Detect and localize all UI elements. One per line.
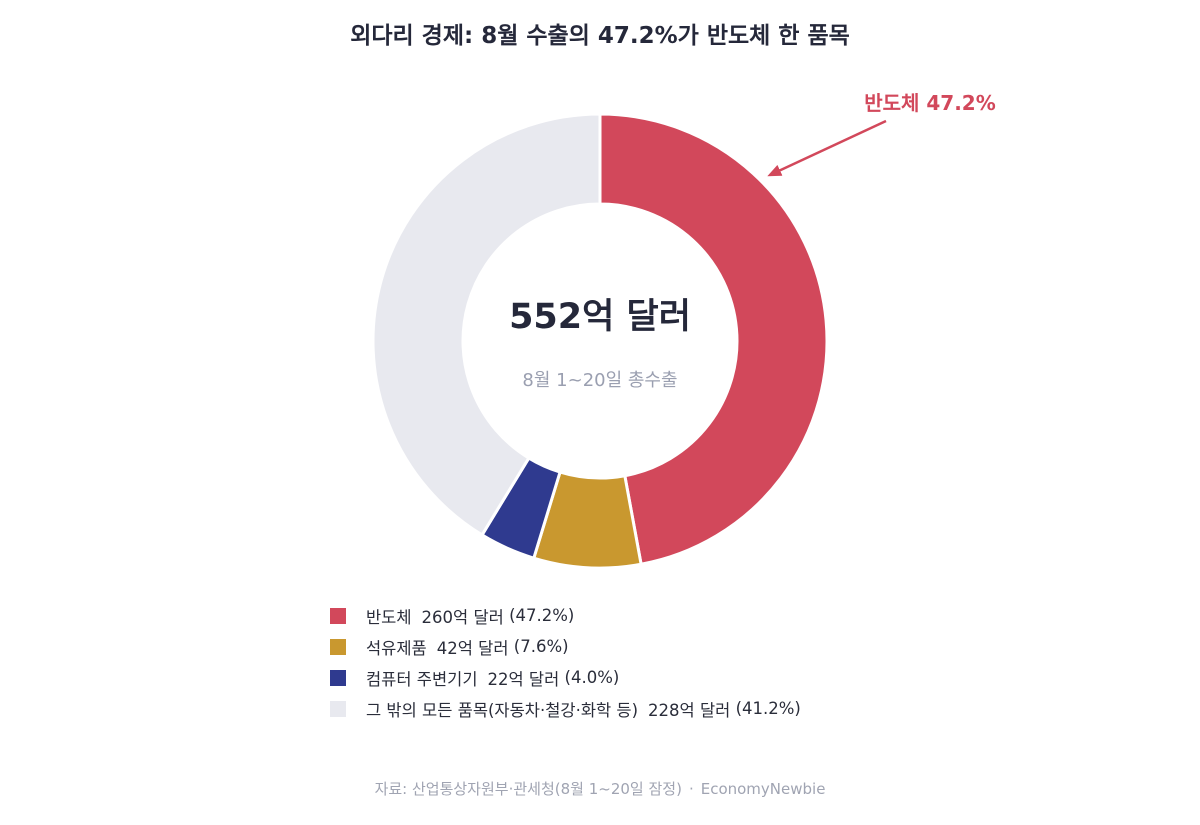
- legend-amount: 260억 달러: [421, 607, 504, 627]
- legend-percent: (47.2%): [509, 606, 575, 625]
- donut-chart: 552억 달러 8월 1~20일 총수출 반도체 47.2%: [371, 91, 996, 570]
- legend-amount: 228억 달러: [648, 700, 731, 720]
- source-separator: ·: [688, 780, 694, 798]
- legend-amount: 22억 달러: [487, 669, 560, 689]
- legend-item: 그 밖의 모든 품목(자동차·철강·화학 등) 228억 달러 (41.2%): [330, 693, 801, 724]
- legend-amount: 42억 달러: [436, 638, 509, 658]
- center-caption: 8월 1~20일 총수출: [522, 370, 677, 391]
- legend-percent: (41.2%): [735, 699, 801, 718]
- legend-item: 컴퓨터 주변기기 22억 달러 (4.0%): [330, 662, 801, 693]
- donut-slice-1: [598, 112, 829, 566]
- legend-name: 반도체: [366, 607, 412, 627]
- legend-percent: (4.0%): [564, 668, 620, 687]
- legend-name: 그 밖의 모든 품목(자동차·철강·화학 등): [366, 700, 639, 720]
- legend-swatch: [330, 638, 346, 655]
- legend-item: 반도체 260억 달러 (47.2%): [330, 600, 801, 631]
- legend-swatch: [330, 669, 346, 686]
- legend-name: 컴퓨터 주변기기: [366, 669, 478, 689]
- legend-percent: (7.6%): [513, 637, 569, 656]
- legend-swatch: [330, 607, 346, 624]
- source-note: 자료: 산업통상자원부·관세청(8월 1~20일 잠정) · EconomyNewb…: [0, 778, 1200, 799]
- chart-title: 외다리 경제: 8월 수출의 47.2%가 반도체 한 품목: [350, 23, 850, 49]
- callout-arrow: [767, 119, 887, 177]
- legend: 반도체 260억 달러 (47.2%) 석유제품 42억 달러 (7.6%) 컴…: [330, 600, 801, 724]
- center-total-value: 552억 달러: [509, 297, 691, 337]
- legend-item: 석유제품 42억 달러 (7.6%): [330, 631, 801, 662]
- callout-label: 반도체 47.2%: [864, 91, 996, 115]
- legend-swatch: [330, 700, 346, 717]
- source-text: 자료: 산업통상자원부·관세청(8월 1~20일 잠정): [374, 780, 682, 798]
- source-brand: EconomyNewbie: [700, 780, 826, 798]
- legend-name: 석유제품: [366, 638, 427, 658]
- donut-slice-4: [371, 112, 602, 537]
